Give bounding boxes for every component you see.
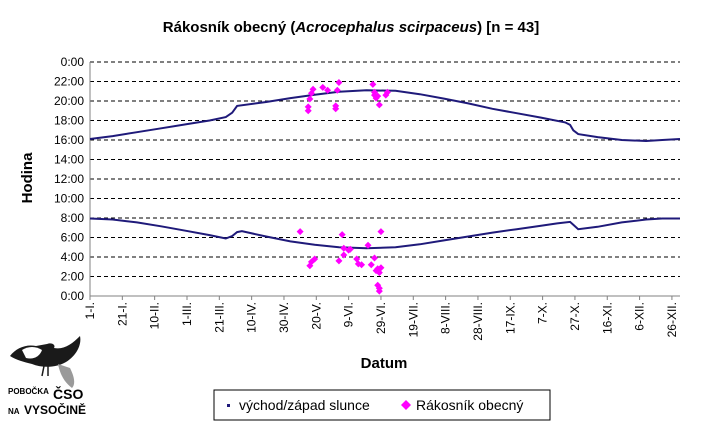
observation-point [369, 80, 377, 88]
x-tick-label: 10-IV. [245, 302, 259, 333]
x-tick-label: 16-XI. [600, 302, 614, 334]
y-tick-label: 2:00 [61, 270, 85, 284]
chart-title-suffix: ) [n = 43] [477, 19, 539, 36]
x-axis-title: Datum [361, 355, 408, 372]
y-tick-label: 10:00 [54, 192, 84, 206]
observation-point [324, 86, 332, 94]
observation-points [296, 78, 391, 295]
y-tick-label: 12:00 [54, 172, 84, 186]
x-tick-label: 29-VI. [374, 302, 388, 334]
bird-rock [58, 364, 75, 388]
x-tick-label: 28-VIII. [471, 302, 485, 341]
logo-text-na: NA [8, 407, 20, 416]
sunrise-line [89, 217, 680, 250]
x-tick-labels: 1-I. 21-I. 10-II. 1-III. 21-III. 10-IV. 30-IV.… [83, 302, 679, 341]
legend: východ/západ slunce Rákosník obecný [213, 389, 551, 421]
axes [89, 62, 680, 300]
observation-point [304, 107, 312, 115]
logo-text-vysocine: VYSOČINĚ [24, 402, 86, 417]
y-tick-label: 6:00 [61, 231, 85, 245]
observation-point [304, 103, 312, 111]
observation-point [377, 264, 385, 272]
x-tick-label: 7-X. [536, 302, 550, 324]
observation-point [306, 95, 314, 103]
x-tick-label: 6-XII. [633, 302, 647, 331]
x-tick-label: 21-III. [212, 302, 226, 333]
x-tick-label: 1-I. [83, 302, 97, 319]
observation-point [367, 261, 375, 269]
observation-point [333, 86, 341, 94]
y-tick-label: 18:00 [54, 114, 84, 128]
organization-logo: POBOČKA ČSO NA VYSOČINĚ [8, 336, 86, 417]
chart-title-prefix: Rákosník obecný ( [163, 19, 296, 36]
observation-point [374, 92, 382, 100]
legend-label-sun: východ/západ slunce [239, 397, 370, 413]
observation-point [370, 254, 378, 262]
legend-box [213, 389, 551, 421]
observation-point [319, 83, 327, 91]
observation-point [370, 88, 378, 96]
x-tick-label: 21-I. [115, 302, 129, 326]
chart-title-species: Acrocephalus scirpaceus [294, 19, 477, 36]
legend-diamond-marker [401, 400, 411, 410]
y-tick-label: 14:00 [54, 153, 84, 167]
observation-point [332, 102, 340, 110]
y-tick-label: 4:00 [61, 250, 85, 264]
y-tick-label: 22:00 [54, 75, 84, 89]
observation-point [364, 241, 372, 249]
observation-point [375, 287, 383, 295]
observation-point [335, 78, 343, 86]
bird-body [10, 336, 81, 367]
y-axis-title: Hodina [19, 152, 36, 203]
observation-point [338, 231, 346, 239]
observation-point [375, 101, 383, 109]
y-tick-label: 8:00 [61, 211, 85, 225]
x-tick-label: 8-VIII. [439, 302, 453, 334]
x-tick-label: 1-III. [180, 302, 194, 326]
legend-label-species: Rákosník obecný [416, 397, 523, 413]
observation-point [358, 261, 366, 269]
x-tick-label: 20-V. [309, 302, 323, 330]
x-tick-label: 19-VII. [406, 302, 420, 337]
observation-point [340, 251, 348, 259]
logo-text-cso: ČSO [53, 385, 83, 402]
sunset-line [89, 89, 681, 143]
observation-point [296, 228, 304, 236]
observation-point [377, 228, 385, 236]
y-tick-labels: 0:00 2:00 4:00 6:00 8:00 10:00 12:00 14:00 16:00… [54, 55, 84, 303]
observation-point [309, 85, 317, 93]
observation-point [311, 255, 319, 263]
x-tick-label: 30-IV. [277, 302, 291, 333]
x-tick-label: 10-II. [148, 302, 162, 329]
logo-text-pobocka: POBOČKA [8, 387, 49, 396]
y-tick-label: 0:00 [61, 55, 85, 69]
dipper-bird-icon [10, 336, 81, 388]
observation-point [383, 88, 391, 96]
y-tick-label: 16:00 [54, 133, 84, 147]
bird-leg-1 [41, 365, 45, 377]
observation-point [335, 257, 343, 265]
grid-lines [90, 61, 680, 277]
x-tick-label: 27-X. [568, 302, 582, 331]
sun-lines [89, 89, 681, 250]
chart-title: Rákosník obecný (Acrocephalus scirpaceus… [163, 19, 539, 36]
bird-bib [22, 347, 42, 359]
legend-line-marker [227, 404, 230, 407]
y-tick-label: 0:00 [61, 289, 85, 303]
x-tick-label: 9-VI. [342, 302, 356, 327]
observation-point [346, 245, 354, 253]
x-tick-label: 26-XII. [665, 302, 679, 337]
y-tick-label: 20:00 [54, 94, 84, 108]
x-tick-label: 17-IX. [503, 302, 517, 334]
